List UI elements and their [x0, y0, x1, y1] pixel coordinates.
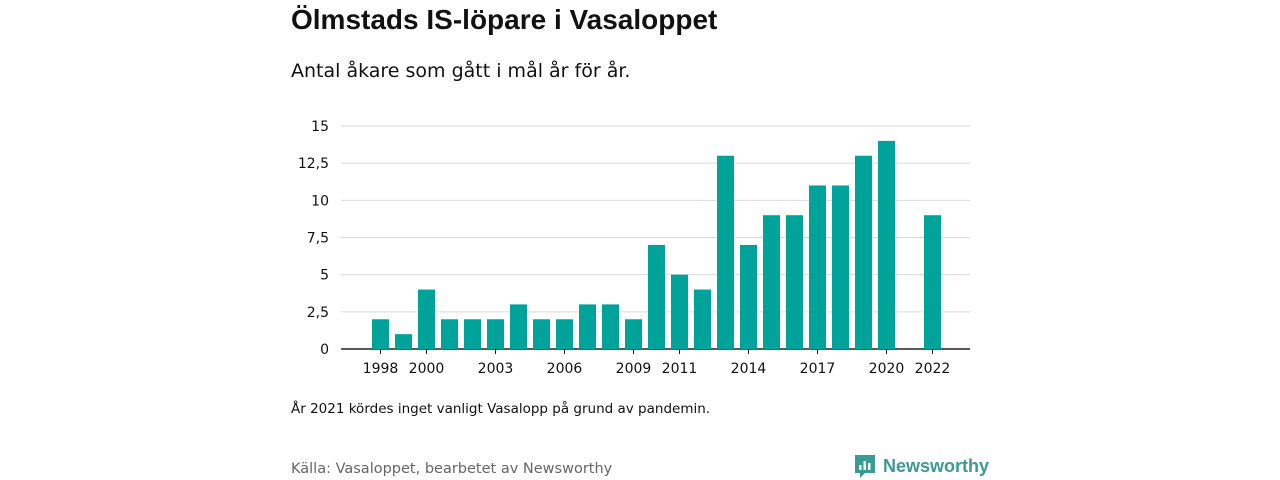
x-tick-label: 2009: [616, 361, 652, 377]
chart-note: År 2021 kördes inget vanligt Vasalopp på…: [291, 401, 711, 417]
y-tick-label: 12,5: [298, 156, 329, 172]
bar-2005[interactable]: [533, 319, 550, 349]
y-tick-label: 15: [311, 119, 329, 135]
bar-2018[interactable]: [832, 185, 849, 349]
bar-2014[interactable]: [740, 244, 757, 349]
bar-2002[interactable]: [464, 319, 481, 349]
bar-2010[interactable]: [648, 244, 665, 349]
bar-2001[interactable]: [441, 319, 458, 349]
x-tick-label: 2017: [800, 361, 836, 377]
x-tick-label: 2006: [547, 361, 583, 377]
bar-1998[interactable]: [372, 319, 389, 349]
y-tick-label: 10: [311, 193, 329, 209]
x-tick-label: 2000: [409, 361, 445, 377]
y-tick-label: 2,5: [307, 305, 329, 321]
bar-2017[interactable]: [809, 185, 826, 349]
x-axis-ticks: 1998 2000 2003 2006 2009 2011 2014 2017 2020 2022: [363, 349, 951, 377]
bar-2013[interactable]: [717, 155, 734, 349]
newsworthy-brand[interactable]: Newsworthy: [853, 453, 989, 479]
x-tick-label: 2014: [731, 361, 767, 377]
y-tick-label: 5: [320, 268, 329, 284]
bar-2006[interactable]: [556, 319, 573, 349]
x-tick-label: 2003: [478, 361, 514, 377]
x-tick-label: 2020: [869, 361, 905, 377]
x-tick-label: 2022: [915, 361, 951, 377]
y-tick-label: 7,5: [307, 231, 329, 247]
bar-2009[interactable]: [625, 319, 642, 349]
bar-2004[interactable]: [510, 304, 527, 349]
bar-2000[interactable]: [418, 289, 435, 349]
chart-subtitle: Antal åkare som gått i mål år för år.: [291, 60, 631, 82]
bar-2016[interactable]: [786, 215, 803, 349]
x-tick-label: 1998: [363, 361, 399, 377]
bar-2007[interactable]: [579, 304, 596, 349]
bar-2020[interactable]: [878, 140, 895, 349]
y-tick-label: 0: [320, 342, 329, 358]
bar-2012[interactable]: [694, 289, 711, 349]
brand-name: Newsworthy: [883, 455, 990, 476]
bar-2022[interactable]: [924, 215, 941, 349]
x-tick-label: 2011: [662, 361, 698, 377]
source-text: Källa: Vasaloppet, bearbetet av Newswort…: [291, 461, 613, 477]
bars: [372, 140, 941, 349]
y-axis-ticks: 0 2,5 5 7,5 10 12,5 15: [298, 119, 329, 358]
bar-2011[interactable]: [671, 274, 688, 349]
bar-2003[interactable]: [487, 319, 504, 349]
bar-1999[interactable]: [395, 334, 412, 349]
chart-title: Ölmstads IS-löpare i Vasaloppet: [291, 4, 718, 35]
newsworthy-logo-icon: [855, 455, 875, 478]
bar-2015[interactable]: [763, 215, 780, 349]
bar-2008[interactable]: [602, 304, 619, 349]
bar-2019[interactable]: [855, 155, 872, 349]
bar-chart: 0 2,5 5 7,5 10 12,5 15 1998 2000 2003 2006 2009 201…: [298, 119, 970, 377]
